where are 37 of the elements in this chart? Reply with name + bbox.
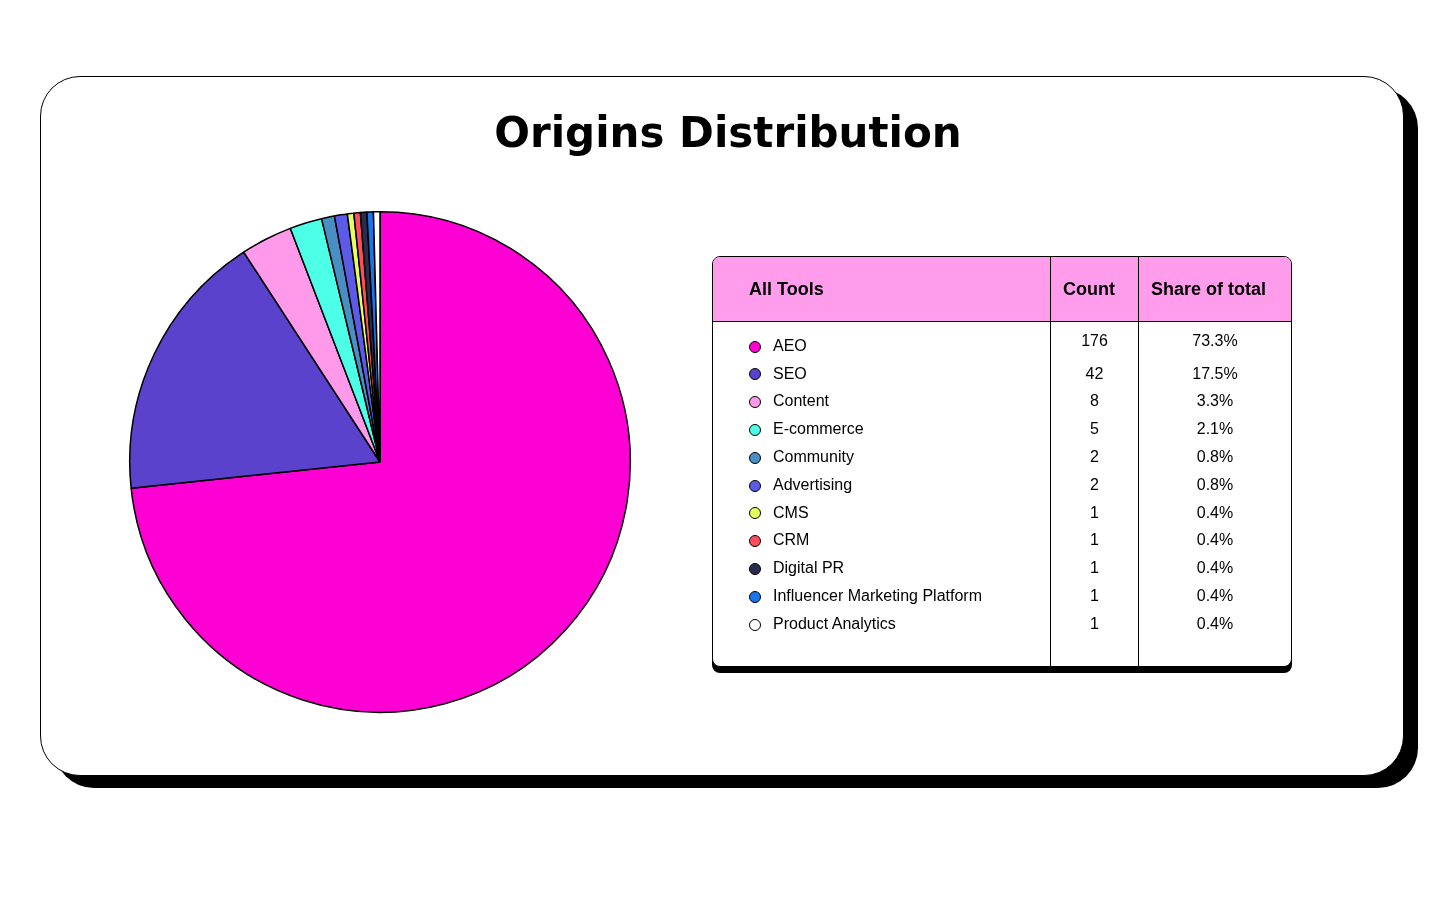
- text: 3.3%: [1138, 387, 1291, 416]
- legend-title: All Tools: [713, 257, 1050, 322]
- legend-label: E-commerce: [773, 420, 864, 438]
- data-label: 2: [1050, 470, 1138, 499]
- text: Count: [1050, 257, 1138, 322]
- text: 0.4%: [1138, 554, 1291, 583]
- legend-label: CRM: [773, 531, 810, 549]
- data-label: 42: [1050, 359, 1138, 388]
- legend-label: AEO: [773, 336, 807, 354]
- text: Share of total: [1138, 257, 1291, 322]
- text: 0.8%: [1138, 443, 1291, 471]
- legend-label: Community: [773, 448, 854, 466]
- text: 0.4%: [1138, 498, 1291, 527]
- data-label: 5: [1050, 415, 1138, 444]
- legend-label: SEO: [773, 364, 807, 382]
- text: 0.4%: [1138, 526, 1291, 555]
- text: 2.1%: [1138, 415, 1291, 444]
- legend-label: Advertising: [773, 475, 853, 493]
- data-label: 1: [1050, 582, 1138, 610]
- data-label: 1: [1050, 498, 1138, 527]
- legend-label: Content: [773, 392, 830, 410]
- text: 17.5%: [1138, 359, 1291, 388]
- legend-label: Digital PR: [773, 559, 845, 577]
- data-label: 176: [1050, 322, 1138, 360]
- text: 73.3%: [1138, 322, 1291, 360]
- data-label: 1: [1050, 526, 1138, 555]
- legend-label: Influencer Marketing Platform: [773, 587, 982, 605]
- legend-label: CMS: [773, 503, 809, 521]
- data-label: 1: [1050, 609, 1138, 638]
- data-label: 8: [1050, 387, 1138, 416]
- text: 0.8%: [1138, 470, 1291, 499]
- legend-label: Product Analytics: [773, 614, 896, 632]
- text: 0.4%: [1138, 609, 1291, 638]
- text: 0.4%: [1138, 582, 1291, 610]
- data-label: 1: [1050, 554, 1138, 583]
- chart-title: Origins Distribution: [493, 108, 963, 157]
- data-label: 2: [1050, 443, 1138, 471]
